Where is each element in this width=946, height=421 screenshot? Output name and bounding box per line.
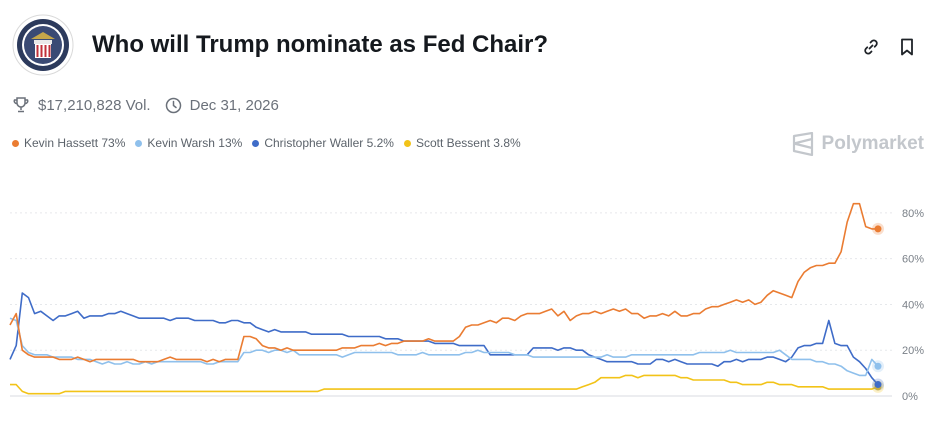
series-line-christopher-waller: [9, 292, 879, 386]
series-line-kevin-warsh: [9, 317, 879, 377]
legend-entry-warsh: Kevin Warsh 13%: [135, 136, 242, 150]
market-meta: $17,210,828 Vol. Dec 31, 2026: [12, 94, 293, 116]
polymarket-brand: Polymarket: [792, 132, 924, 156]
end-date-stat: Dec 31, 2026: [165, 97, 279, 114]
legend-entry-hassett: Kevin Hassett 73%: [12, 136, 125, 150]
chart-grid: [10, 212, 892, 397]
price-history-chart: 0% 20% 40% 60% 80%: [9, 202, 924, 403]
y-tick-label: 40%: [902, 299, 924, 311]
market-header: Who will Trump nominate as Fed Chair?: [12, 14, 930, 80]
chart-series: [9, 202, 879, 395]
legend-dot: [252, 139, 260, 147]
y-tick-label: 60%: [902, 254, 924, 266]
volume-stat: $17,210,828 Vol.: [12, 96, 151, 114]
brand-name: Polymarket: [821, 133, 924, 154]
y-tick-label: 0%: [902, 391, 918, 403]
market-title: Who will Trump nominate as Fed Chair?: [92, 31, 549, 58]
legend-label: Christopher Waller 5.2%: [264, 136, 394, 150]
legend-label: Scott Bessent 3.8%: [415, 136, 521, 150]
legend-label: Kevin Warsh 13%: [147, 136, 243, 150]
legend-dot: [12, 139, 19, 147]
link-icon[interactable]: [860, 36, 882, 58]
volume-text: $17,210,828 Vol.: [38, 96, 151, 114]
y-axis-ticks: 0% 20% 40% 60% 80%: [902, 208, 924, 403]
legend-dot: [403, 139, 411, 147]
legend-entry-bessent: Scott Bessent 3.8%: [403, 136, 521, 150]
end-date-text: Dec 31, 2026: [189, 96, 279, 114]
end-marker: [874, 362, 882, 370]
legend-label: Kevin Hassett 73%: [24, 136, 126, 150]
series-line-kevin-hassett: [9, 202, 878, 363]
trophy-icon: [13, 97, 29, 113]
end-marker: [874, 225, 882, 233]
legend-dot: [135, 139, 143, 147]
series-line-scott-bessent: [10, 374, 879, 395]
legend-entry-waller: Christopher Waller 5.2%: [252, 136, 394, 150]
clock-icon: [165, 97, 181, 113]
chart-legend: Kevin Hassett 73% Kevin Warsh 13% Christ…: [12, 134, 531, 152]
chart-end-markers: [872, 222, 884, 393]
y-tick-label: 20%: [902, 345, 924, 357]
federal-reserve-seal-icon: [12, 14, 74, 76]
polymarket-logo-icon: [792, 132, 813, 156]
y-tick-label: 80%: [902, 208, 924, 220]
end-marker: [874, 381, 882, 389]
bookmark-icon[interactable]: [896, 36, 918, 58]
